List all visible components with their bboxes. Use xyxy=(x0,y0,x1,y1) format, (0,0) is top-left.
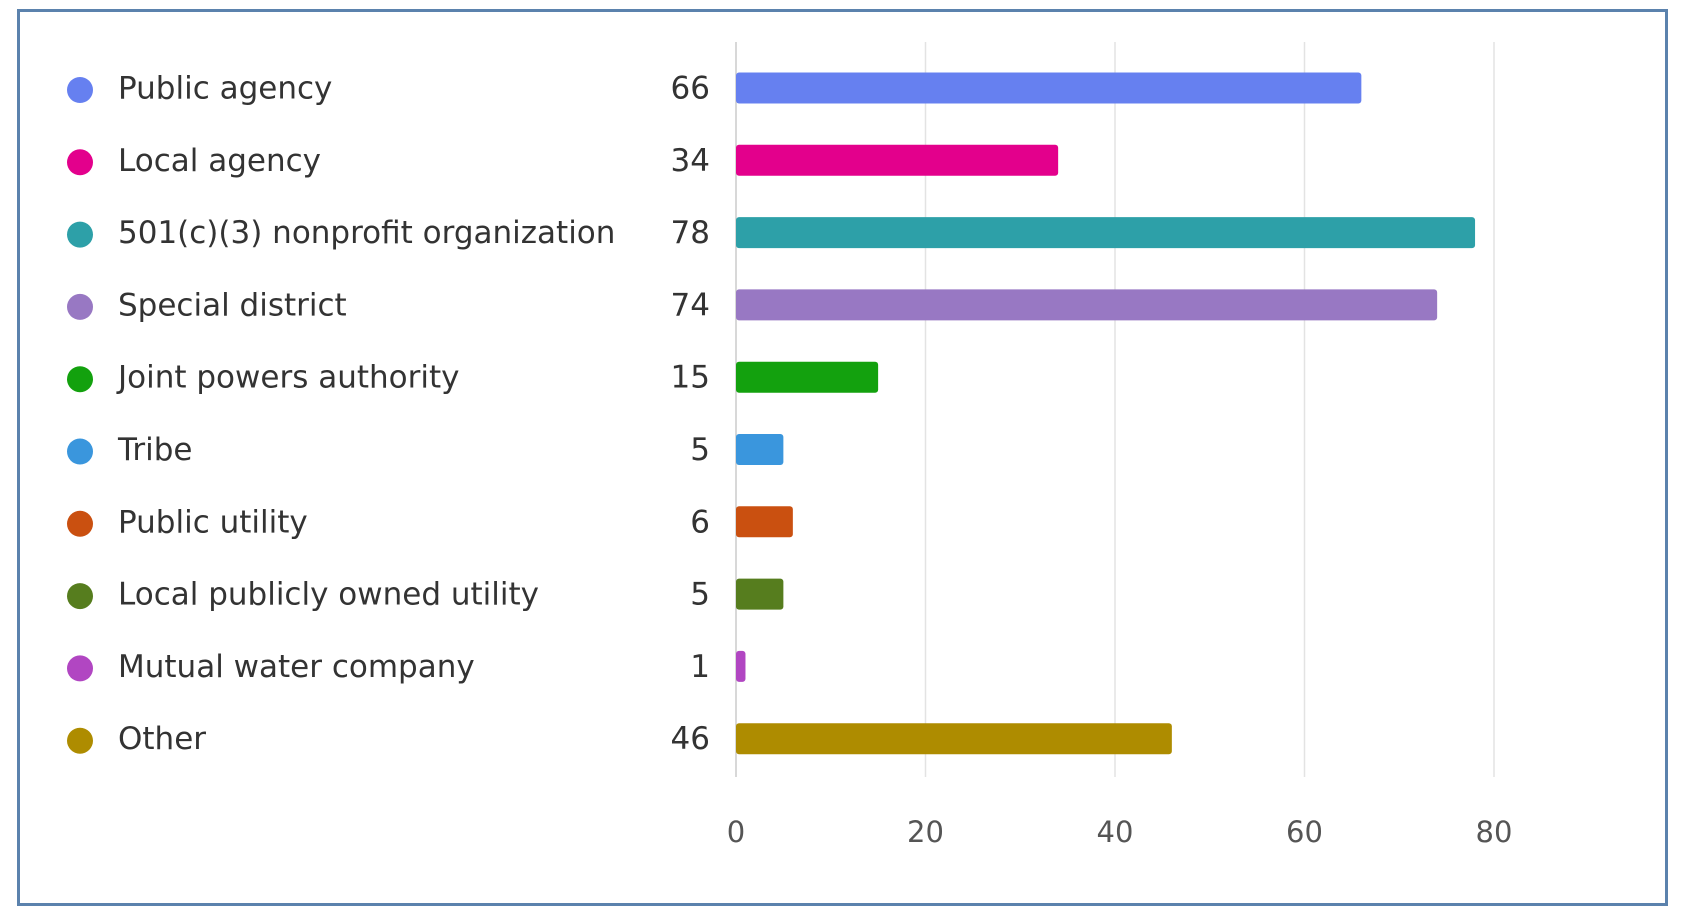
bar-5 xyxy=(736,434,784,465)
legend-dot-2 xyxy=(67,221,93,248)
bar-8 xyxy=(736,650,746,682)
x-tick-label-80: 80 xyxy=(1476,815,1513,849)
legend-dot-6 xyxy=(67,510,93,537)
legend-label-3: Special district xyxy=(118,287,347,323)
legend: Public agency Local agency 501(c)(3) nonpr… xyxy=(67,71,615,757)
legend-label-1: Local agency xyxy=(118,143,321,179)
x-tick-label-0: 0 xyxy=(727,815,745,849)
chart-frame: Public agency Local agency 501(c)(3) nonpr… xyxy=(17,9,1668,906)
legend-dot-4 xyxy=(67,366,93,393)
value-label-7: 5 xyxy=(690,577,710,613)
x-tick-label-60: 60 xyxy=(1286,815,1323,849)
legend-dot-8 xyxy=(67,655,93,682)
x-tick-label-40: 40 xyxy=(1097,815,1134,849)
x-tick-label-20: 20 xyxy=(907,815,944,849)
x-axis-ticks: 0 20 40 60 80 xyxy=(727,815,1513,849)
legend-dot-0 xyxy=(67,77,93,103)
bar-9 xyxy=(736,723,1172,755)
legend-label-6: Public utility xyxy=(118,504,308,540)
bars xyxy=(736,72,1476,755)
value-labels: 66 34 78 74 15 5 6 5 1 46 xyxy=(671,71,710,758)
legend-label-0: Public agency xyxy=(118,71,332,107)
legend-label-7: Local publicly owned utility xyxy=(118,577,539,613)
legend-dot-7 xyxy=(67,583,93,610)
legend-label-5: Tribe xyxy=(117,432,193,468)
value-label-5: 5 xyxy=(690,432,710,468)
bar-6 xyxy=(736,506,793,538)
value-label-1: 34 xyxy=(671,143,710,179)
value-label-4: 15 xyxy=(671,360,710,396)
value-label-3: 74 xyxy=(671,287,710,323)
bar-2 xyxy=(736,217,1476,249)
bar-4 xyxy=(736,361,879,393)
legend-label-8: Mutual water company xyxy=(118,649,475,685)
value-label-2: 78 xyxy=(671,215,710,251)
bar-7 xyxy=(736,578,784,610)
bar-0 xyxy=(736,72,1362,104)
value-label-9: 46 xyxy=(671,721,710,757)
bar-1 xyxy=(736,144,1059,176)
legend-dot-5 xyxy=(67,438,93,465)
legend-dot-9 xyxy=(67,727,93,754)
legend-label-9: Other xyxy=(118,721,206,757)
legend-dot-1 xyxy=(67,149,93,176)
legend-label-4: Joint powers authority xyxy=(116,360,459,396)
bar-chart: Public agency Local agency 501(c)(3) nonpr… xyxy=(67,42,1513,849)
value-label-0: 66 xyxy=(671,71,710,107)
legend-label-2: 501(c)(3) nonprofit organization xyxy=(118,215,615,251)
bar-3 xyxy=(736,289,1438,321)
value-label-6: 6 xyxy=(690,504,710,540)
legend-dot-3 xyxy=(67,293,93,320)
value-label-8: 1 xyxy=(690,649,710,685)
